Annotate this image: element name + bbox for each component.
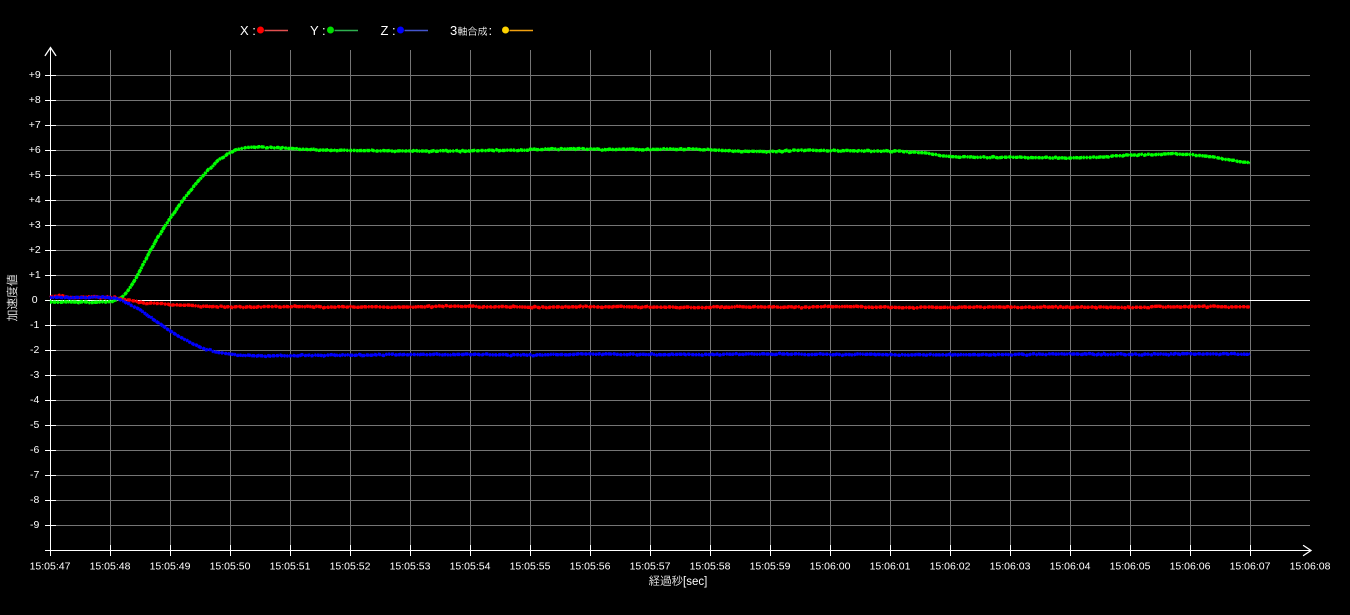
svg-text:15:05:47: 15:05:47 (30, 561, 71, 573)
svg-text:15:05:55: 15:05:55 (510, 561, 551, 573)
svg-text::: : (489, 23, 493, 38)
svg-text:15:06:03: 15:06:03 (990, 561, 1031, 573)
svg-text:15:05:59: 15:05:59 (750, 561, 791, 573)
svg-text:15:05:58: 15:05:58 (690, 561, 731, 573)
svg-text:-6: -6 (30, 444, 39, 456)
svg-text:+5: +5 (29, 169, 41, 181)
svg-text:-4: -4 (30, 394, 39, 406)
svg-text:15:05:48: 15:05:48 (90, 561, 131, 573)
svg-text:+3: +3 (29, 219, 41, 231)
svg-text:15:05:51: 15:05:51 (270, 561, 311, 573)
svg-text:Z :: Z : (381, 23, 396, 38)
svg-text:15:06:08: 15:06:08 (1290, 561, 1331, 573)
svg-text:15:05:50: 15:05:50 (210, 561, 251, 573)
svg-text:15:05:56: 15:05:56 (570, 561, 611, 573)
svg-text:15:05:52: 15:05:52 (330, 561, 371, 573)
svg-text:-3: -3 (30, 369, 39, 381)
svg-text:3: 3 (450, 23, 457, 38)
svg-text:+8: +8 (29, 94, 41, 106)
svg-text:[sec]: [sec] (683, 576, 707, 588)
svg-text:15:05:54: 15:05:54 (450, 561, 491, 573)
svg-text:+7: +7 (29, 119, 41, 131)
svg-text:15:06:00: 15:06:00 (810, 561, 851, 573)
svg-text:-1: -1 (30, 319, 39, 331)
svg-text:+1: +1 (29, 269, 41, 281)
svg-text:15:06:06: 15:06:06 (1170, 561, 1211, 573)
svg-text:15:05:53: 15:05:53 (390, 561, 431, 573)
svg-text:0: 0 (32, 294, 38, 306)
svg-text:+4: +4 (29, 194, 41, 206)
svg-text:15:06:01: 15:06:01 (870, 561, 911, 573)
svg-text:-9: -9 (30, 519, 39, 531)
svg-text:X :: X : (240, 23, 256, 38)
svg-text:-5: -5 (30, 419, 39, 431)
svg-text:15:06:07: 15:06:07 (1230, 561, 1271, 573)
svg-text:-2: -2 (30, 344, 39, 356)
svg-text:+6: +6 (29, 144, 41, 156)
svg-text:+9: +9 (29, 69, 41, 81)
svg-text:15:05:57: 15:05:57 (630, 561, 671, 573)
svg-text:Y :: Y : (310, 23, 326, 38)
svg-text:15:06:04: 15:06:04 (1050, 561, 1091, 573)
svg-text:15:06:05: 15:06:05 (1110, 561, 1151, 573)
svg-text:15:05:49: 15:05:49 (150, 561, 191, 573)
svg-text:-8: -8 (30, 494, 39, 506)
svg-text:-7: -7 (30, 469, 39, 481)
svg-text:15:06:02: 15:06:02 (930, 561, 971, 573)
svg-text:+2: +2 (29, 244, 41, 256)
